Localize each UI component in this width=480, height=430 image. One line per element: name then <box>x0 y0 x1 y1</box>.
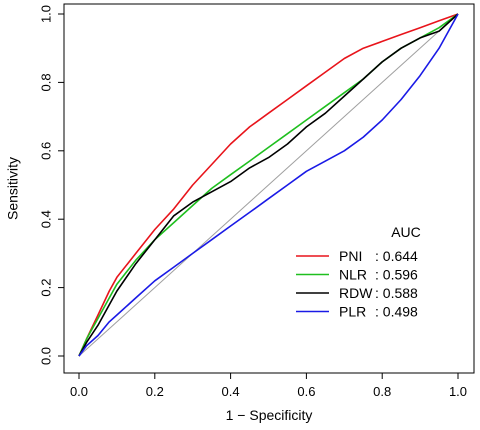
legend-label-nlr: NLR <box>339 267 367 283</box>
x-tick-label: 0.8 <box>373 384 391 399</box>
legend-auc-plr: : 0.498 <box>375 304 418 320</box>
series-line-pni <box>78 13 459 357</box>
series-layer <box>78 13 459 357</box>
reference-diagonal <box>78 13 459 357</box>
legend-label-rdw: RDW <box>339 285 373 301</box>
y-tick-label: 0.0 <box>38 347 53 365</box>
reference-diagonal-layer <box>78 13 459 357</box>
series-line-rdw <box>78 13 459 357</box>
y-axis: 0.0 0.2 0.4 0.6 0.8 1.0 <box>38 5 65 365</box>
x-tick-label: 0.6 <box>297 384 315 399</box>
legend-label-pni: PNI <box>339 248 362 264</box>
legend-auc-nlr: : 0.596 <box>375 267 418 283</box>
legend-auc-pni: : 0.644 <box>375 248 418 264</box>
x-tick-label: 0.2 <box>146 384 164 399</box>
y-tick-label: 1.0 <box>38 5 53 23</box>
x-axis-title: 1 − Specificity <box>226 407 313 423</box>
x-axis: 0.0 0.2 0.4 0.6 0.8 1.0 <box>70 372 467 399</box>
y-tick-label: 0.2 <box>38 279 53 297</box>
x-tick-label: 0.0 <box>70 384 88 399</box>
y-tick-label: 0.6 <box>38 142 53 160</box>
series-line-plr <box>78 13 459 357</box>
legend-title: AUC <box>391 224 421 240</box>
legend-auc-rdw: : 0.588 <box>375 285 418 301</box>
y-axis-title: Sensitivity <box>5 157 21 220</box>
x-tick-label: 0.4 <box>222 384 240 399</box>
x-tick-label: 1.0 <box>449 384 467 399</box>
y-tick-label: 0.4 <box>38 210 53 228</box>
y-tick-label: 0.8 <box>38 73 53 91</box>
legend-label-plr: PLR <box>339 304 366 320</box>
